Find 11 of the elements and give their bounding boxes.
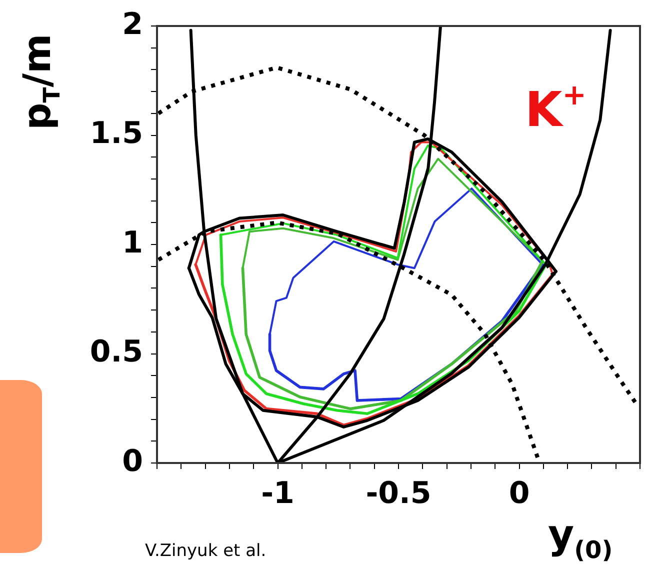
x-tick-label: -1: [261, 476, 294, 511]
y-tick-label: 1.5: [90, 116, 143, 152]
annotation: K+: [525, 77, 586, 138]
x-tick-label: -0.5: [366, 476, 432, 511]
x-tick-label: 0: [508, 476, 530, 511]
y-tick-label: 0.5: [90, 334, 143, 370]
y-tick-label: 0: [122, 444, 143, 479]
y-tick-label: 2: [122, 6, 143, 42]
y-axis-title: pT/m: [15, 34, 66, 130]
text: V.Zinyuk et al.: [145, 541, 266, 561]
y-tick-label: 1: [122, 225, 143, 260]
